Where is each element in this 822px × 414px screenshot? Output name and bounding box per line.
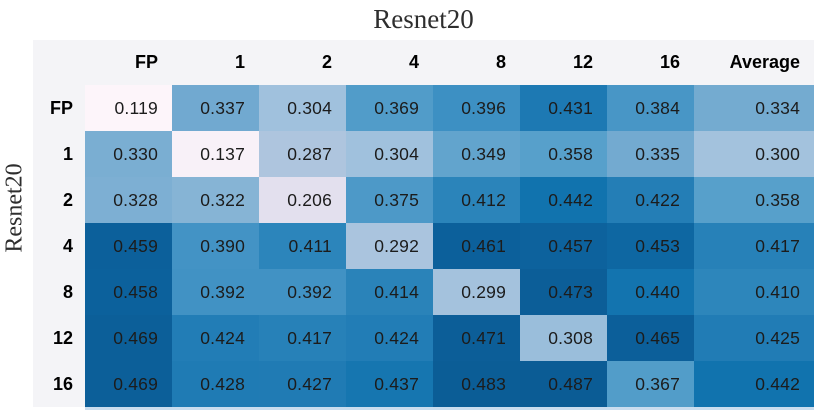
column-header-average: Average [729,52,800,72]
heatmap-cell: 0.384 [607,85,694,131]
table-row: 12 0.469 0.424 0.417 0.424 0.471 0.308 0… [33,315,814,361]
row-header-fp: FP [33,85,85,131]
row-header-4: 4 [33,223,85,269]
heatmap-cell: 0.431 [520,85,607,131]
heatmap-cell: 0.487 [520,361,607,407]
table-row: 2 0.328 0.322 0.206 0.375 0.412 0.442 0.… [33,177,814,223]
heatmap-cell: 0.417 [259,315,346,361]
heatmap-cell: 0.375 [346,177,433,223]
heatmap-cell: 0.457 [520,223,607,269]
heatmap-cell-average: 0.442 [694,361,814,407]
heatmap-cell-average: 0.410 [694,269,814,315]
heatmap-cell: 0.453 [607,223,694,269]
heatmap-cell: 0.411 [259,223,346,269]
table-bottom-border [85,407,814,410]
corner-cell [33,40,85,85]
heatmap-cell: 0.206 [259,177,346,223]
column-header-16: 16 [659,52,680,72]
heatmap-cell: 0.422 [607,177,694,223]
heatmap-cell: 0.337 [172,85,259,131]
heatmap-cell: 0.437 [346,361,433,407]
heatmap-cell: 0.427 [259,361,346,407]
heatmap-cell: 0.483 [433,361,520,407]
heatmap-cell: 0.471 [433,315,520,361]
header-row: FP 1 2 4 8 12 16 Average [33,40,814,85]
heatmap-cell: 0.424 [172,315,259,361]
heatmap-cell: 0.396 [433,85,520,131]
heatmap-cell-average: 0.417 [694,223,814,269]
column-header-12: 12 [572,52,593,72]
heatmap-cell: 0.330 [85,131,172,177]
row-header-16: 16 [33,361,85,407]
heatmap-cell: 0.119 [85,85,172,131]
table-row: FP 0.119 0.337 0.304 0.369 0.396 0.431 0… [33,85,814,131]
heatmap-cell-average: 0.358 [694,177,814,223]
heatmap-cell: 0.304 [259,85,346,131]
heatmap-cell: 0.459 [85,223,172,269]
heatmap-cell: 0.335 [607,131,694,177]
row-header-2: 2 [33,177,85,223]
column-header-fp: FP [134,52,158,72]
heatmap-cell: 0.414 [346,269,433,315]
y-axis-label: Resnet20 [1,163,28,253]
heatmap-cell: 0.322 [172,177,259,223]
heatmap-cell: 0.292 [346,223,433,269]
heatmap-cell: 0.304 [346,131,433,177]
heatmap-cell-average: 0.425 [694,315,814,361]
heatmap-cell: 0.469 [85,361,172,407]
table-row: 16 0.469 0.428 0.427 0.437 0.483 0.487 0… [33,361,814,407]
heatmap-cell: 0.299 [433,269,520,315]
table-row: 8 0.458 0.392 0.392 0.414 0.299 0.473 0.… [33,269,814,315]
heatmap-cell-average: 0.300 [694,131,814,177]
heatmap-cell: 0.424 [346,315,433,361]
row-header-8: 8 [33,269,85,315]
heatmap-cell: 0.369 [346,85,433,131]
heatmap-cell: 0.465 [607,315,694,361]
heatmap-cell: 0.469 [85,315,172,361]
table-row: 4 0.459 0.390 0.411 0.292 0.461 0.457 0.… [33,223,814,269]
heatmap-cell: 0.442 [520,177,607,223]
heatmap-cell: 0.458 [85,269,172,315]
heatmap-cell: 0.358 [520,131,607,177]
heatmap-cell: 0.461 [433,223,520,269]
column-header-2: 2 [321,52,332,72]
heatmap-cell: 0.328 [85,177,172,223]
heatmap-table: FP 1 2 4 8 12 16 Average FP 0.119 0.337 … [33,40,814,407]
heatmap-cell: 0.349 [433,131,520,177]
heatmap-cell: 0.392 [172,269,259,315]
heatmap-cell: 0.392 [259,269,346,315]
heatmap-cell: 0.473 [520,269,607,315]
table-row: 1 0.330 0.137 0.287 0.304 0.349 0.358 0.… [33,131,814,177]
row-header-1: 1 [33,131,85,177]
row-header-12: 12 [33,315,85,361]
heatmap-cell: 0.390 [172,223,259,269]
heatmap-cell: 0.428 [172,361,259,407]
heatmap-cell: 0.367 [607,361,694,407]
chart-title: Resnet20 [373,4,474,34]
heatmap-cell: 0.308 [520,315,607,361]
column-header-1: 1 [234,52,245,72]
heatmap-cell: 0.412 [433,177,520,223]
heatmap-cell: 0.440 [607,269,694,315]
column-header-8: 8 [495,52,506,72]
heatmap-cell-average: 0.334 [694,85,814,131]
column-header-4: 4 [408,52,419,72]
heatmap-cell: 0.137 [172,131,259,177]
heatmap-cell: 0.287 [259,131,346,177]
